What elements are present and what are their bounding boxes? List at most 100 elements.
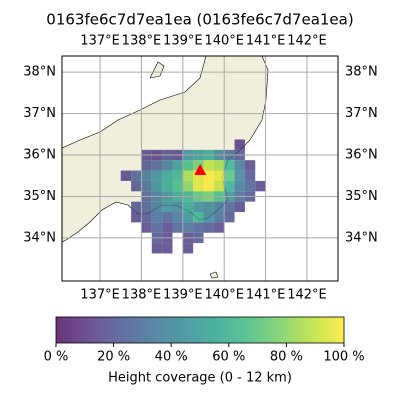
coverage-cell [162,201,173,213]
coverage-cell [193,201,204,213]
coverage-cell [213,212,225,223]
coverage-cell [172,222,183,233]
coverage-cell [182,180,194,192]
colorbar-tick-label: 60 % [212,350,245,365]
lon-label-bottom: 137°E [80,288,120,303]
coverage-cell [244,180,256,192]
coverage-cell [203,222,214,233]
coverage-cell [203,170,214,181]
coverage-cell [203,160,214,171]
coverage-cell [224,201,235,213]
coverage-cell [182,222,194,233]
colorbar-tick-label: 40 % [155,350,188,365]
coverage-cell [131,212,142,223]
coverage-cell [172,160,183,171]
lon-label-top: 139°E [163,34,203,49]
coverage-cell [255,180,266,192]
coverage-cell [234,180,245,192]
coverage-cell [213,170,225,181]
map-title: 0163fe6c7d7ea1ea (0163fe6c7d7ea1ea) [46,11,353,29]
coverage-cell [162,243,173,254]
coverage-cell [131,180,142,192]
coverage-cell [151,170,163,181]
coverage-cell [193,160,204,171]
coverage-cell [203,180,214,192]
lat-label-left: 37°N [23,106,56,121]
coverage-cell [141,201,152,213]
coverage-cell [213,222,225,233]
coverage-cell [182,170,194,181]
lon-label-bottom: 142°E [287,288,327,303]
coverage-cell [141,160,152,171]
lon-label-top: 138°E [122,34,162,49]
coverage-cell [203,212,214,223]
coverage-cell [131,170,142,181]
coverage-cell [193,180,204,192]
island [209,271,219,279]
coverage-cell [224,180,235,192]
coverage-cell [182,212,194,223]
coverage-cell [193,222,204,233]
coverage-cell [162,160,173,171]
radar-marker [194,163,207,175]
coverage-cell [182,160,194,171]
lat-label-right: 35°N [345,189,378,204]
coverage-cell [162,212,173,223]
lon-label-top: 142°E [287,34,327,49]
coverage-cell [234,170,245,181]
coverage-cell [151,212,163,223]
coverage-cell [141,222,152,233]
lat-label-left: 34°N [23,230,56,245]
coverage-cell [172,212,183,223]
coverage-cell [151,180,163,192]
coverage-cell [151,160,163,171]
coverage-cell [141,212,152,223]
colorbar-tick-label: 20 % [97,350,130,365]
island [149,61,165,79]
coverage-cell [234,160,245,171]
coverage-cell [141,170,152,181]
coverage-cell [224,160,235,171]
lon-label-top: 137°E [80,34,120,49]
lat-label-right: 37°N [345,106,378,121]
coverage-cell [151,243,163,254]
coverage-cell [224,212,235,223]
lon-label-bottom: 141°E [246,288,286,303]
lat-label-left: 35°N [23,189,56,204]
lat-label-right: 38°N [345,65,378,80]
coverage-cell [131,201,142,213]
lon-label-bottom: 138°E [122,288,162,303]
coverage-cell [151,201,163,213]
coverage-cell [213,201,225,213]
lat-label-right: 34°N [345,230,378,245]
coverage-cell [244,170,256,181]
coverage-cell [182,243,194,254]
coverage-cell [182,201,194,213]
coverage-cell [224,170,235,181]
coverage-cell [141,180,152,192]
lon-label-bottom: 139°E [163,288,203,303]
coverage-cell [172,180,183,192]
coverage-cell [203,201,214,213]
colorbar-tick-label: 80 % [270,350,303,365]
coverage-cell [234,201,245,213]
lat-label-left: 36°N [23,148,56,163]
coverage-cell [151,222,163,233]
colorbar [55,316,345,344]
coverage-cell [213,180,225,192]
lat-label-left: 38°N [23,65,56,80]
coverage-cell [193,170,204,181]
coverage-cell [120,170,132,181]
coverage-cell [244,160,256,171]
coverage-cell [172,170,183,181]
coverage-cell [234,139,245,150]
coverage-cell [162,170,173,181]
lat-label-right: 36°N [345,148,378,163]
lon-label-top: 140°E [204,34,244,49]
coverage-cell [193,212,204,223]
coverage-cell [172,201,183,213]
lon-label-bottom: 140°E [204,288,244,303]
map-frame [61,55,339,282]
lon-label-top: 141°E [246,34,286,49]
